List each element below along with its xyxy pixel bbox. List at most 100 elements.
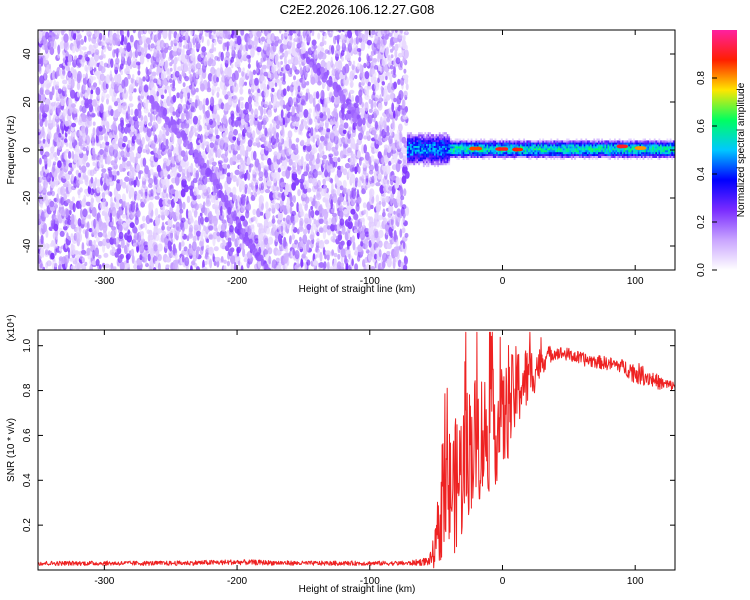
heatmap-cell xyxy=(120,70,123,76)
heatmap-cell xyxy=(265,201,269,210)
heatmap-signal-cell xyxy=(430,153,433,156)
heatmap-cell xyxy=(154,215,161,226)
heatmap-cell xyxy=(313,194,316,201)
heatmap-cell xyxy=(82,146,87,152)
heatmap-cell xyxy=(276,132,279,140)
heatmap-cell xyxy=(363,62,367,69)
heatmap-cell xyxy=(111,206,117,217)
heatmap-cell xyxy=(254,77,259,86)
heatmap-cell xyxy=(136,210,141,218)
heatmap-signal-cell xyxy=(419,134,422,137)
heatmap-signal-cell xyxy=(418,159,420,162)
heatmap-cell xyxy=(312,260,318,266)
heatmap-cell xyxy=(84,261,88,266)
heatmap-cell xyxy=(77,34,83,40)
heatmap-cell xyxy=(199,30,203,34)
heatmap-cell xyxy=(101,222,108,228)
heatmap-signal-cell xyxy=(421,147,424,150)
heatmap-cell xyxy=(172,111,176,116)
heatmap-signal-cell xyxy=(429,157,431,160)
heatmap-cell xyxy=(369,188,375,198)
heatmap-cell xyxy=(246,157,251,166)
heatmap-cell xyxy=(94,30,100,38)
heatmap-cell xyxy=(66,119,72,127)
heatmap-cell xyxy=(83,194,87,203)
heatmap-cell xyxy=(54,262,58,268)
heatmap-signal-cell xyxy=(427,141,430,144)
heatmap-cell xyxy=(92,82,98,88)
heatmap-cell xyxy=(232,194,238,201)
heatmap-cell xyxy=(140,201,145,208)
heatmap-signal-cell xyxy=(411,143,414,146)
heatmap-cell xyxy=(79,50,84,56)
heatmap-signal-cell xyxy=(419,157,422,160)
heatmap-cell xyxy=(275,171,281,182)
heatmap-cell xyxy=(43,155,48,165)
heatmap-signal-cell xyxy=(429,141,431,144)
heatmap-cell xyxy=(307,112,311,119)
heatmap-cell xyxy=(344,72,347,81)
heatmap-cell xyxy=(268,207,272,212)
heatmap-cell xyxy=(43,209,47,214)
heatmap-cell xyxy=(393,230,397,241)
heatmap-signal-cell xyxy=(414,143,417,146)
heatmap-signal-cell xyxy=(427,151,430,154)
heatmap-cell xyxy=(107,167,113,171)
heatmap-streak-cell xyxy=(342,103,348,109)
heatmap-cell xyxy=(150,80,155,88)
heatmap-cell xyxy=(50,206,56,212)
heatmap-cell xyxy=(144,223,148,231)
heatmap-cell xyxy=(54,178,59,187)
heatmap-cell xyxy=(129,151,135,161)
heatmap-cell xyxy=(200,216,204,225)
heatmap-cell xyxy=(256,46,262,53)
heatmap-cell xyxy=(45,249,49,256)
heatmap-cell xyxy=(166,193,169,199)
heatmap-cell xyxy=(318,218,324,225)
heatmap-cell xyxy=(175,57,179,62)
heatmap-cell xyxy=(353,213,359,220)
heatmap-cell xyxy=(188,97,193,104)
heatmap-cell xyxy=(282,104,287,110)
heatmap-signal-cell xyxy=(427,159,430,162)
heatmap-cell xyxy=(226,91,231,97)
heatmap-cell xyxy=(350,208,356,215)
heatmap-signal-cell xyxy=(426,134,428,137)
heatmap-cell xyxy=(381,81,385,86)
heatmap-signal-cell xyxy=(408,157,411,160)
heatmap-cell xyxy=(120,238,125,249)
heatmap-cell xyxy=(161,206,166,211)
heatmap-cell xyxy=(165,130,170,136)
heatmap-cell xyxy=(94,104,100,113)
heatmap-cell xyxy=(213,246,219,252)
heatmap-cell xyxy=(184,122,190,129)
heatmap-cell xyxy=(64,87,68,96)
heatmap-cell xyxy=(113,237,117,245)
heatmap-signal-cell xyxy=(408,159,411,162)
heatmap-cell xyxy=(374,120,379,130)
heatmap-cell xyxy=(254,179,259,186)
heatmap-signal-cell xyxy=(411,147,414,150)
heatmap-cell xyxy=(204,216,209,223)
heatmap-signal-cell xyxy=(406,155,409,158)
heatmap-signal-cell xyxy=(418,141,420,144)
heatmap-cell xyxy=(358,30,364,32)
heatmap-cell xyxy=(273,151,279,157)
heatmap-cell xyxy=(88,239,93,247)
heatmap-cell xyxy=(45,229,49,238)
heatmap-cell xyxy=(50,101,56,107)
heatmap-signal-cell xyxy=(424,138,427,141)
heatmap-cell xyxy=(330,45,335,55)
heatmap-cell xyxy=(156,116,162,125)
heatmap-cell xyxy=(393,81,397,90)
heatmap-cell xyxy=(357,30,361,38)
heatmap-signal-cell xyxy=(410,134,412,137)
heatmap-cell xyxy=(213,47,217,52)
heatmap-cell xyxy=(339,210,344,218)
heatmap-cell xyxy=(126,151,131,158)
heatmap-signal-cell xyxy=(413,141,416,144)
heatmap-cell xyxy=(321,35,325,46)
heatmap-cell xyxy=(162,230,167,239)
heatmap-cell xyxy=(71,173,74,182)
heatmap-signal-cell xyxy=(414,134,417,137)
